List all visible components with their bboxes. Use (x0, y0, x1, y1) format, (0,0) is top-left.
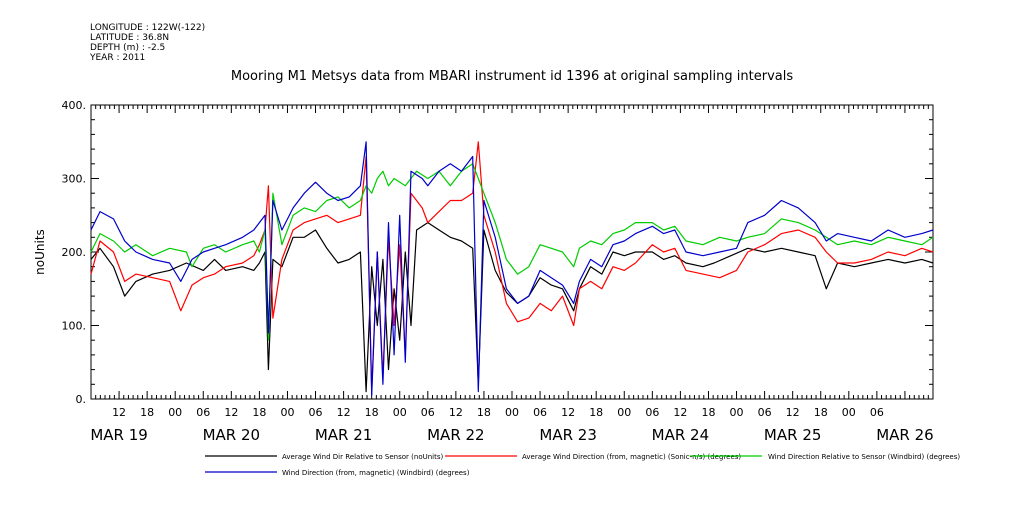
x-hour-label: 12 (673, 406, 687, 419)
x-day-label: MAR 20 (203, 426, 260, 444)
x-hour-label: 18 (589, 406, 603, 419)
chart-title: Mooring M1 Metsys data from MBARI instru… (231, 69, 793, 84)
series-line-1 (90, 222, 934, 393)
x-hour-label: 18 (814, 406, 828, 419)
x-day-label: MAR 22 (427, 426, 484, 444)
x-hour-label: 06 (421, 406, 435, 419)
meta-year: YEAR : 2011 (89, 53, 145, 63)
x-hour-label: 18 (477, 406, 491, 419)
x-hour-label: 18 (252, 406, 266, 419)
y-tick-label: 200. (62, 246, 87, 259)
x-axis-ticks: 12 18 00 06 12 18 00 06 12 18 00 06 12 18 00 06 12 18 00 06… (90, 105, 934, 444)
x-hour-label: 06 (533, 406, 547, 419)
x-hour-label: 12 (112, 406, 126, 419)
y-axis-label: noUnits (33, 229, 47, 275)
x-day-label: MAR 19 (90, 426, 147, 444)
x-hour-label: 06 (196, 406, 210, 419)
legend-label: Average Wind Dir Relative to Sensor (noU… (282, 453, 443, 461)
x-hour-label: 06 (309, 406, 323, 419)
x-hour-label: 12 (449, 406, 463, 419)
x-hour-label: 18 (365, 406, 379, 419)
series-lines (90, 141, 934, 396)
legend: Average Wind Dir Relative to Sensor (noU… (205, 453, 960, 477)
x-hour-label: 18 (140, 406, 154, 419)
meta-latitude: LATITUDE : 36.8N (90, 33, 169, 43)
x-hour-label: 12 (224, 406, 238, 419)
series-line-2 (90, 141, 934, 393)
meta-longitude: LONGITUDE : 122W(-122) (90, 23, 205, 33)
x-hour-label: 12 (561, 406, 575, 419)
x-day-label: MAR 21 (315, 426, 372, 444)
y-tick-label: 0. (76, 393, 87, 406)
plot-frame (90, 104, 934, 400)
x-hour-label: 18 (701, 406, 715, 419)
x-day-label: MAR 24 (652, 426, 709, 444)
metadata-block: LONGITUDE : 122W(-122) LATITUDE : 36.8N … (89, 23, 205, 63)
x-hour-label: 00 (505, 406, 519, 419)
x-day-label: MAR 25 (764, 426, 821, 444)
x-hour-label: 12 (786, 406, 800, 419)
x-hour-label: 12 (337, 406, 351, 419)
x-hour-label: 06 (758, 406, 772, 419)
x-hour-label: 06 (645, 406, 659, 419)
x-hour-label: 00 (280, 406, 294, 419)
y-tick-label: 100. (62, 320, 87, 333)
y-axis-ticks: 0. 100. 200. 300. 400. (62, 99, 933, 406)
x-hour-label: 00 (842, 406, 856, 419)
x-hour-label: 00 (617, 406, 631, 419)
legend-label: Average Wind Direction (from, magnetic) … (522, 453, 741, 461)
y-tick-label: 300. (62, 173, 87, 186)
x-day-label: MAR 26 (876, 426, 933, 444)
y-tick-label: 400. (62, 99, 87, 112)
x-day-label: MAR 23 (539, 426, 596, 444)
x-hour-label: 00 (393, 406, 407, 419)
legend-label: Wind Direction Relative to Sensor (Windb… (768, 453, 960, 461)
meta-depth: DEPTH (m) : -2.5 (90, 43, 165, 53)
x-hour-label: 00 (168, 406, 182, 419)
series-line-4 (90, 141, 934, 396)
x-hour-label: 06 (870, 406, 884, 419)
legend-label: Wind Direction (from, magnetic) (Windbir… (282, 469, 470, 477)
x-hour-label: 00 (730, 406, 744, 419)
